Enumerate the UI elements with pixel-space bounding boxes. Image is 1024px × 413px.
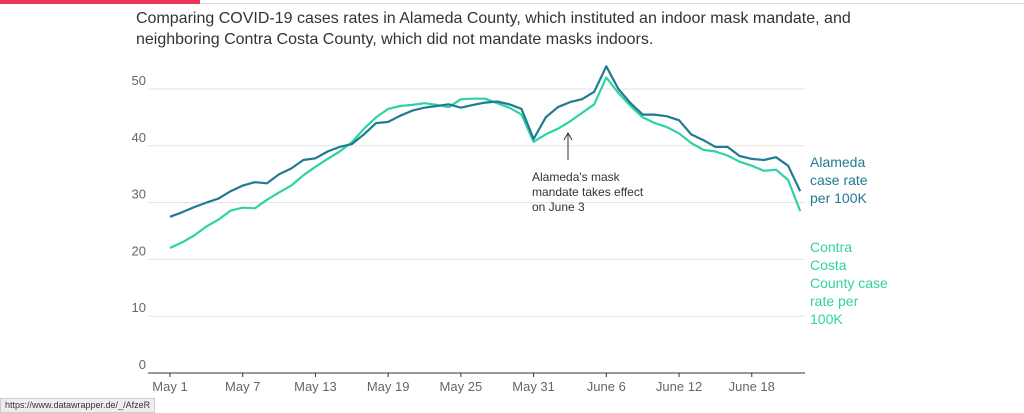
- x-tick-label: May 1: [152, 379, 187, 394]
- annotation: on June 3: [532, 200, 585, 214]
- x-tick-label: May 19: [367, 379, 410, 394]
- series-label: Alameda case rate per 100K: [810, 154, 868, 206]
- annotation: Alameda's mask: [532, 170, 621, 184]
- y-tick-label: 50: [132, 73, 146, 88]
- x-tick-label: May 13: [294, 379, 337, 394]
- divider: [200, 3, 1024, 4]
- y-tick-label: 10: [132, 300, 146, 315]
- status-bar: https://www.datawrapper.de/_/AfzeR: [0, 398, 156, 413]
- y-tick-label: 20: [132, 243, 146, 258]
- x-tick-label: June 12: [656, 379, 702, 394]
- series-line: [169, 65, 802, 218]
- tab-bar: [0, 0, 200, 4]
- y-tick-label: 0: [139, 357, 146, 372]
- x-tick-label: May 31: [512, 379, 555, 394]
- x-tick-label: June 6: [587, 379, 626, 394]
- y-tick-label: 40: [132, 130, 146, 145]
- annotation: mandate takes effect: [532, 185, 644, 199]
- x-tick-label: June 18: [729, 379, 775, 394]
- y-tick-label: 30: [132, 187, 146, 202]
- x-tick-label: May 25: [440, 379, 483, 394]
- series-line: [169, 76, 802, 249]
- chart-title: Comparing COVID-19 cases rates in Alamed…: [136, 10, 851, 48]
- annotation-arrowhead: [563, 131, 573, 141]
- series-label: Contra Costa County case rate per 100K: [810, 239, 888, 327]
- x-tick-label: May 7: [225, 379, 260, 394]
